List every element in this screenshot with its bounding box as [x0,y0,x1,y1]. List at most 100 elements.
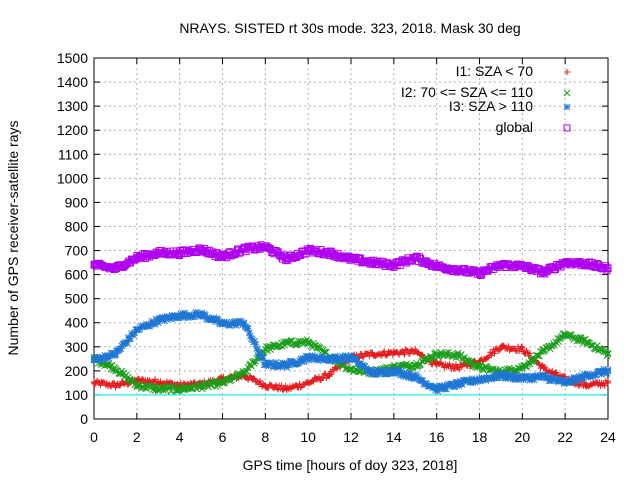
data-point [244,325,252,333]
x-tick-label: 14 [386,429,402,445]
data-point [178,386,186,393]
series-3 [90,308,612,395]
data-point [597,346,604,354]
data-point [321,371,328,378]
y-tick-label: 300 [65,339,89,355]
data-point [325,372,332,379]
data-point [116,382,123,389]
series-4 [90,241,612,280]
y-tick-label: 500 [65,291,89,307]
data-point [526,350,533,357]
data-point [366,353,373,360]
data-point [419,358,427,365]
data-point [491,350,498,357]
legend-marker [564,69,570,75]
data-point [320,374,327,381]
x-tick-label: 12 [343,429,359,445]
data-point [245,329,253,337]
y-axis-label: Number of GPS receiver-satellite rays [5,121,21,356]
grid-lines [94,58,608,419]
y-tick-label: 800 [65,218,89,234]
data-point [488,352,495,359]
x-tick-label: 18 [472,429,488,445]
data-point [553,339,560,347]
data-point [310,378,317,385]
y-tick-label: 1200 [57,122,88,138]
data-point [252,340,260,348]
data-point [458,363,465,370]
data-point [107,365,115,373]
y-tick-label: 900 [65,194,89,210]
data-point [496,346,503,353]
data-point [148,382,156,390]
x-tick-label: 2 [133,429,141,445]
data-point [383,352,390,359]
data-point [518,343,525,350]
y-tick-label: 1300 [57,98,88,114]
legend-markers [563,69,571,132]
x-tick-label: 0 [90,429,98,445]
data-point [541,364,548,371]
legend-marker [563,89,571,97]
data-point [553,369,560,376]
x-tick-label: 16 [429,429,445,445]
data-point [535,352,542,360]
data-point [174,387,181,395]
data-point [371,367,378,375]
legend-label-global: global [496,119,533,135]
x-tick-label: 6 [219,429,227,445]
data-point [240,319,248,327]
x-tick-label: 20 [515,429,531,445]
data-point [434,352,442,360]
data-point [377,352,384,359]
legend-marker [563,103,571,111]
data-point [139,375,146,382]
data-point [604,366,612,374]
data-series [90,241,612,395]
y-tick-label: 1500 [57,50,88,66]
data-point [152,376,159,383]
legend-label-i2: I2: 70 <= SZA <= 110 [401,84,533,100]
data-point [297,384,304,391]
data-point [430,354,437,362]
data-point [251,360,258,367]
chart-title: NRAYS. SISTED rt 30s mode. 323, 2018. Ma… [179,20,520,36]
data-point [278,382,285,389]
data-point [403,360,411,368]
legend-marker [563,124,571,132]
data-point [519,344,526,351]
legend-label-i3: I3: SZA > 110 [449,98,533,114]
x-tick-label: 8 [261,429,269,445]
x-tick-label: 10 [300,429,316,445]
data-point [315,373,322,380]
y-tick-label: 600 [65,267,89,283]
y-tick-label: 200 [65,363,89,379]
data-point [273,381,280,388]
y-tick-label: 1000 [57,170,88,186]
x-tick-label: 24 [600,429,616,445]
data-point [317,346,325,353]
data-point [351,366,359,374]
legend: I1: SZA < 70 I2: 70 <= SZA <= 110 I3: SZ… [401,63,571,135]
y-tick-label: 100 [65,387,89,403]
data-point [256,377,263,384]
data-point [401,351,408,358]
data-point [404,347,411,354]
data-point [524,361,532,368]
y-tick-label: 700 [65,243,89,259]
data-point [542,344,550,352]
legend-label-i1: I1: SZA < 70 [456,63,534,79]
data-point [369,349,376,356]
data-point [406,350,413,357]
y-tick-label: 1400 [57,74,88,90]
data-point [281,341,288,349]
x-tick-label: 22 [557,429,573,445]
data-point [291,341,299,349]
x-axis-label: GPS time [hours of doy 323, 2018] [243,457,458,473]
data-point [243,368,251,375]
data-point [604,349,612,357]
data-point [117,381,124,388]
series-2 [90,330,612,395]
y-tick-label: 1100 [58,146,88,162]
